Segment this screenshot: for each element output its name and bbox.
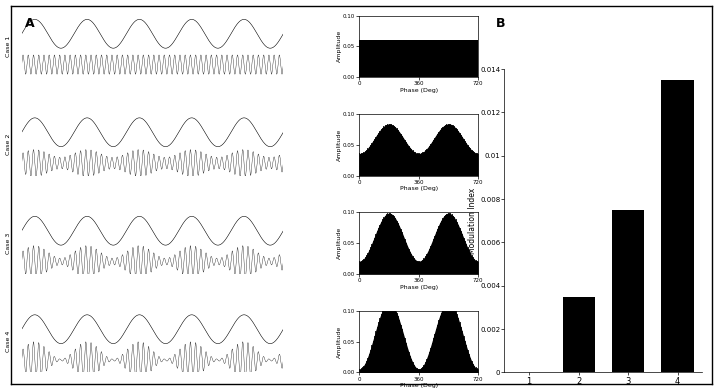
Y-axis label: Amplitude: Amplitude: [337, 129, 342, 161]
Text: Case 4: Case 4: [7, 331, 12, 352]
Text: B: B: [496, 17, 505, 31]
Y-axis label: Amplitude: Amplitude: [337, 227, 342, 259]
Y-axis label: Modulation Index: Modulation Index: [468, 188, 477, 254]
Y-axis label: Amplitude: Amplitude: [337, 326, 342, 358]
Text: Case 3: Case 3: [7, 232, 12, 254]
X-axis label: Phase (Deg): Phase (Deg): [400, 186, 438, 191]
Text: Case 2: Case 2: [7, 134, 12, 156]
X-axis label: Phase (Deg): Phase (Deg): [400, 383, 438, 388]
Text: A: A: [25, 17, 35, 31]
Bar: [612, 210, 644, 372]
X-axis label: Phase (Deg): Phase (Deg): [400, 88, 438, 93]
Y-axis label: Amplitude: Amplitude: [337, 30, 342, 62]
Bar: [662, 80, 694, 372]
Bar: [563, 296, 594, 372]
Text: Case 1: Case 1: [7, 36, 12, 57]
X-axis label: Phase (Deg): Phase (Deg): [400, 284, 438, 289]
